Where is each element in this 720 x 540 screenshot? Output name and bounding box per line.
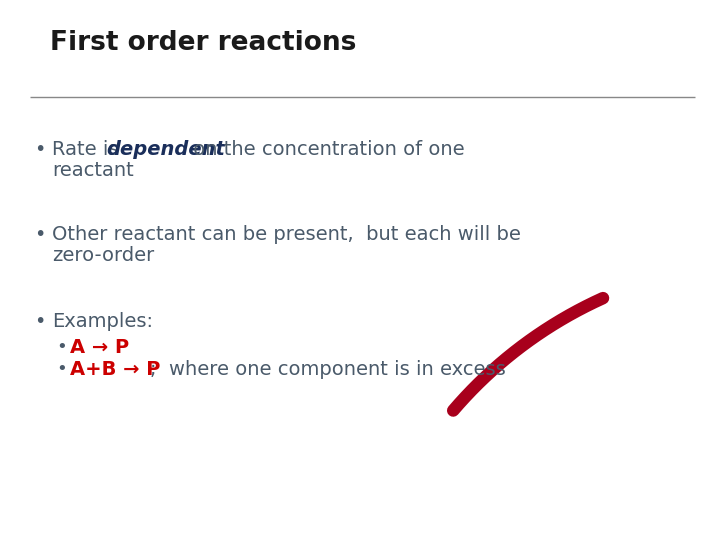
- Text: •: •: [56, 338, 67, 356]
- Text: A+B → P: A+B → P: [70, 360, 161, 379]
- Text: ;  where one component is in excess: ; where one component is in excess: [150, 360, 505, 379]
- Text: Rate is: Rate is: [52, 140, 125, 159]
- Text: reactant: reactant: [52, 161, 134, 180]
- Text: A → P: A → P: [70, 338, 129, 357]
- Text: •: •: [34, 312, 45, 331]
- Text: Other reactant can be present,  but each will be: Other reactant can be present, but each …: [52, 225, 521, 244]
- Text: •: •: [34, 140, 45, 159]
- Text: Examples:: Examples:: [52, 312, 153, 331]
- Text: zero-order: zero-order: [52, 246, 154, 265]
- Text: •: •: [34, 225, 45, 244]
- Text: dependent: dependent: [106, 140, 225, 159]
- Text: on the concentration of one: on the concentration of one: [187, 140, 464, 159]
- Text: •: •: [56, 360, 67, 378]
- Text: First order reactions: First order reactions: [50, 30, 356, 56]
